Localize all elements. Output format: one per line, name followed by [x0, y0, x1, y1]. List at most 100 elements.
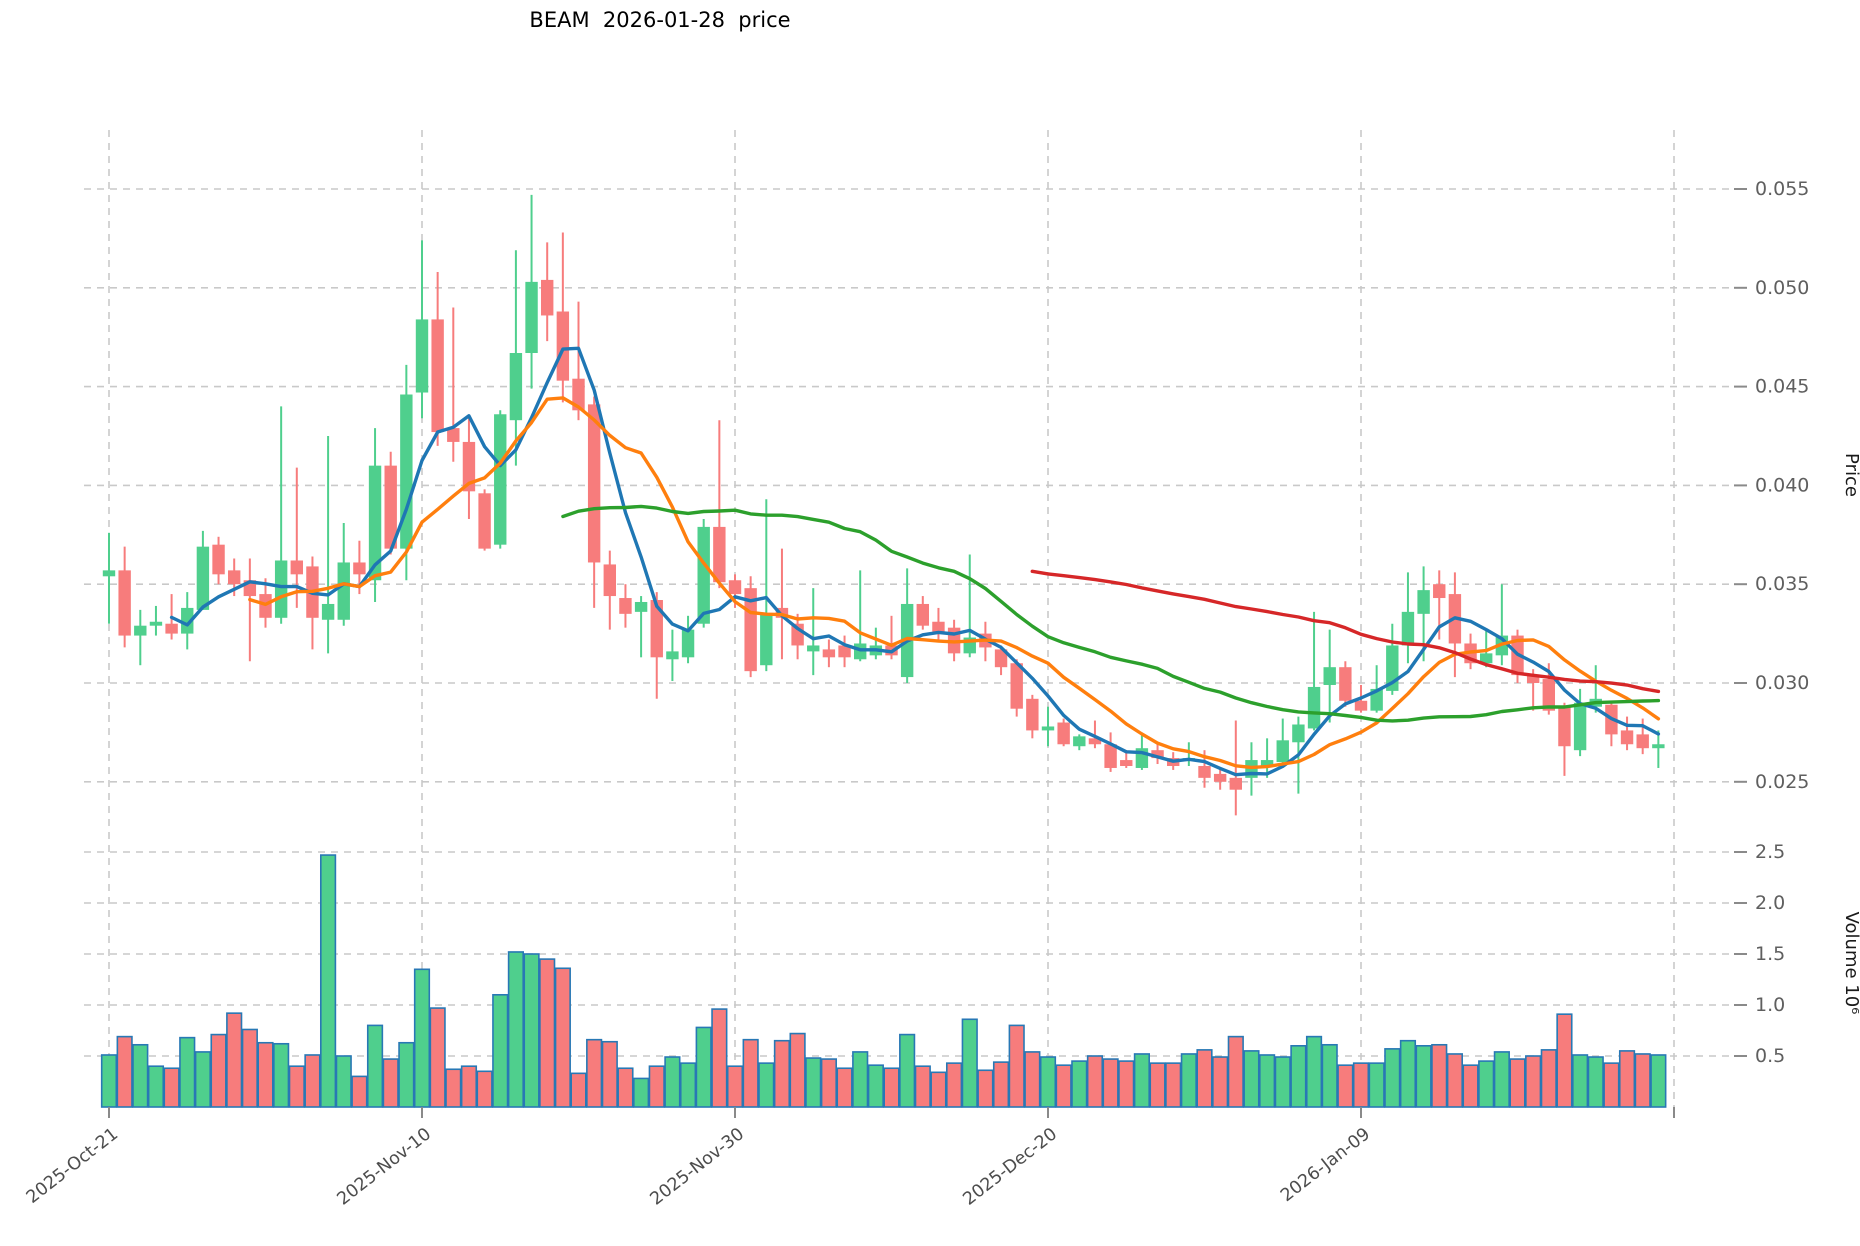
- candle-body: [1620, 730, 1634, 745]
- candle-body: [431, 319, 444, 433]
- volume-bar: [1290, 1045, 1307, 1108]
- candle-body: [1401, 611, 1415, 646]
- price-tick-label: 0.030: [1755, 672, 1809, 694]
- candle-body: [321, 603, 335, 620]
- volume-bar: [632, 1077, 650, 1108]
- volume-bar: [507, 951, 525, 1108]
- volume-bar: [664, 1056, 681, 1108]
- date-tick-label: 2025-Oct-21: [23, 1124, 122, 1208]
- volume-bar: [945, 1062, 963, 1108]
- candle-body: [494, 414, 507, 545]
- volume-bar: [648, 1065, 665, 1108]
- price-tick-label: 0.055: [1755, 178, 1809, 200]
- volume-bar: [116, 1035, 133, 1108]
- candle-body: [1073, 736, 1086, 747]
- volume-bar: [351, 1075, 368, 1108]
- volume-bar: [1196, 1049, 1213, 1108]
- candle-body: [1041, 726, 1055, 731]
- candle-body: [1057, 722, 1070, 745]
- volume-bar: [179, 1036, 196, 1108]
- candle-body: [1292, 724, 1305, 743]
- candle-body: [165, 623, 178, 634]
- candle-body: [1229, 777, 1242, 790]
- candle-body: [1213, 773, 1227, 782]
- volume-bar: [1024, 1051, 1041, 1108]
- candle-body: [916, 603, 929, 626]
- volume-bar: [147, 1065, 165, 1108]
- volume-bar: [820, 1058, 837, 1108]
- volume-bar: [1149, 1062, 1166, 1108]
- candle-body: [822, 649, 836, 658]
- volume-bar: [1525, 1055, 1542, 1108]
- volume-bar: [382, 1058, 399, 1108]
- price-tick-label: 0.045: [1755, 376, 1809, 398]
- volume-bar: [711, 1008, 728, 1108]
- candle-body: [228, 570, 241, 585]
- price-tick-label: 0.050: [1755, 277, 1809, 299]
- volume-bar: [679, 1062, 697, 1108]
- volume-bar: [961, 1018, 978, 1108]
- volume-bar: [335, 1055, 352, 1108]
- candle-body: [1088, 738, 1102, 745]
- candle-body: [478, 493, 491, 549]
- date-tick-label: 2025-Nov-30: [647, 1124, 748, 1209]
- volume-bar: [1180, 1053, 1197, 1108]
- volume-bar: [257, 1041, 274, 1108]
- ma30-line: [561, 504, 1661, 723]
- volume-bar: [1274, 1056, 1291, 1108]
- volume-bar: [273, 1042, 290, 1108]
- volume-bar: [1259, 1054, 1276, 1108]
- volume-bar: [1352, 1062, 1370, 1108]
- candle-body: [1307, 686, 1321, 729]
- candle-body: [1260, 760, 1274, 766]
- volume-bar: [1399, 1039, 1417, 1108]
- volume-bar: [1587, 1056, 1604, 1108]
- candle-body: [274, 560, 288, 618]
- volume-bar: [132, 1043, 149, 1108]
- volume-bar: [226, 1012, 243, 1108]
- volume-bar: [539, 958, 556, 1108]
- volume-bar: [1055, 1064, 1072, 1108]
- volume-bar: [1337, 1064, 1354, 1108]
- candle-body: [1480, 653, 1493, 664]
- volume-bar: [1446, 1053, 1463, 1108]
- price-tick-label: 0.040: [1755, 474, 1809, 496]
- candle-body: [760, 613, 773, 666]
- volume-bar: [1384, 1048, 1401, 1108]
- candle-body: [400, 394, 413, 549]
- volume-bar: [1118, 1060, 1135, 1108]
- volume-bar: [429, 1007, 446, 1108]
- volume-bar: [586, 1038, 603, 1108]
- volume-bar: [1071, 1060, 1088, 1108]
- volume-tick-label: 1.0: [1755, 994, 1785, 1016]
- volume-bar: [413, 968, 431, 1108]
- candle-body: [1104, 744, 1117, 768]
- date-tick-label: 2026-Jan-09: [1277, 1124, 1374, 1206]
- volume-bar: [492, 993, 509, 1108]
- ma10-line: [248, 396, 1661, 770]
- volume-bar: [1227, 1035, 1244, 1108]
- volume-tick-label: 1.5: [1755, 943, 1785, 965]
- candle-body: [603, 564, 616, 597]
- price-tick-label: 0.035: [1755, 573, 1809, 595]
- candle-body: [149, 621, 163, 626]
- candle-body: [447, 428, 460, 442]
- candle-body: [1573, 702, 1587, 751]
- candle-body: [932, 621, 945, 632]
- candle-body: [1558, 706, 1571, 747]
- volume-bars: [100, 854, 1667, 1108]
- volume-bar: [1165, 1062, 1182, 1108]
- volume-bar: [163, 1067, 180, 1108]
- volume-bar: [867, 1064, 884, 1108]
- volume-bar: [100, 1054, 118, 1108]
- candle-body: [807, 645, 820, 652]
- candle-body: [134, 625, 147, 636]
- candle-body: [353, 562, 366, 575]
- volume-bar: [241, 1028, 258, 1108]
- volume-tick-label: 2.5: [1755, 841, 1785, 863]
- volume-bar: [1431, 1043, 1448, 1108]
- volume-bar: [1493, 1051, 1510, 1108]
- candle-body: [587, 404, 601, 563]
- price-axis-title: Price: [1841, 453, 1860, 497]
